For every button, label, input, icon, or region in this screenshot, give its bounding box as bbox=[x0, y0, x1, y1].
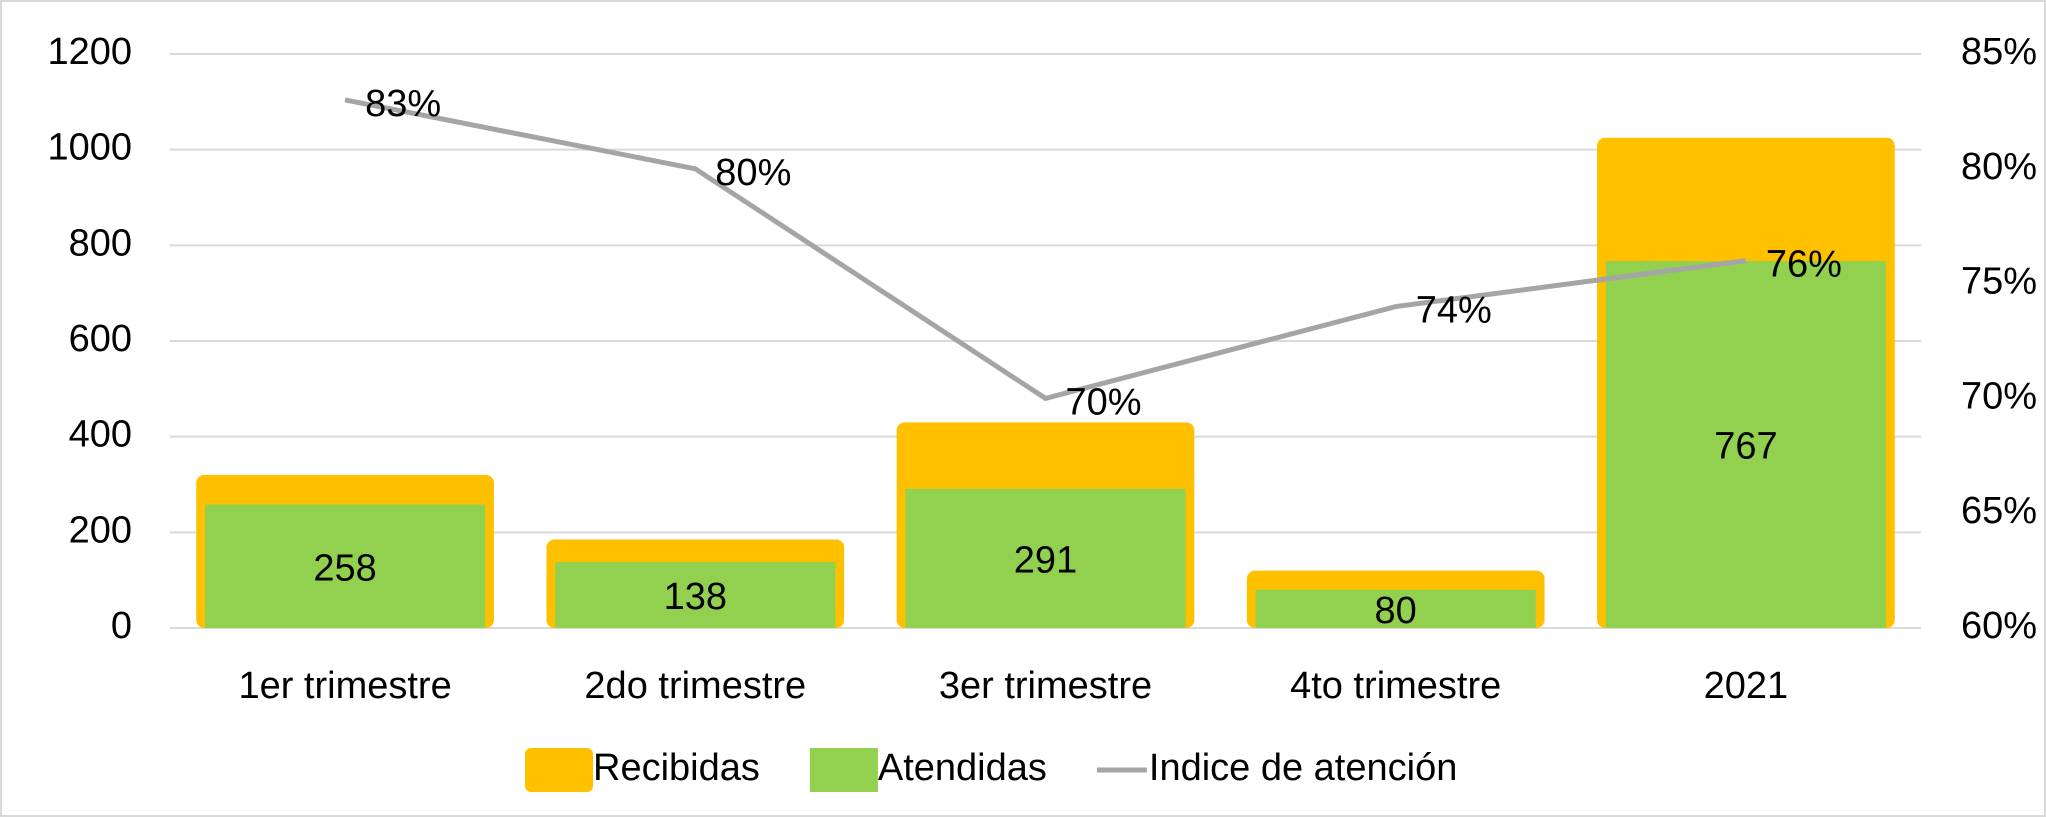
bar bbox=[555, 561, 836, 628]
y-tick-label: 1200 bbox=[47, 31, 132, 73]
y2-tick-label: 75% bbox=[1961, 261, 2037, 303]
data-label: 138 bbox=[664, 576, 727, 618]
data-label: 76% bbox=[1766, 244, 1842, 286]
data-label: 80 bbox=[1375, 590, 1417, 632]
x-tick-label: 2do trimestre bbox=[584, 665, 806, 707]
data-label: 291 bbox=[1014, 539, 1077, 581]
y-tick-label: 200 bbox=[69, 509, 132, 551]
data-label: 767 bbox=[1714, 426, 1777, 468]
y2-tick-label: 80% bbox=[1961, 146, 2037, 188]
data-label: 258 bbox=[313, 547, 376, 589]
legend-label: Recibidas bbox=[593, 747, 760, 789]
bar bbox=[905, 488, 1186, 628]
y-tick-label: 0 bbox=[111, 605, 132, 647]
y2-tick-label: 60% bbox=[1961, 605, 2037, 647]
y2-tick-label: 65% bbox=[1961, 490, 2037, 532]
y-tick-label: 400 bbox=[69, 414, 132, 456]
x-tick-label: 1er trimestre bbox=[238, 665, 451, 707]
bar bbox=[1605, 261, 1886, 628]
bar bbox=[1255, 589, 1536, 628]
data-label: 83% bbox=[365, 83, 441, 125]
legend-label: Indice de atención bbox=[1149, 747, 1457, 789]
y-tick-label: 600 bbox=[69, 318, 132, 360]
y-tick-label: 800 bbox=[69, 222, 132, 264]
x-tick-label: 2021 bbox=[1704, 665, 1789, 707]
y2-tick-label: 70% bbox=[1961, 375, 2037, 417]
x-tick-label: 3er trimestre bbox=[939, 665, 1152, 707]
x-tick-label: 4to trimestre bbox=[1290, 665, 1501, 707]
legend-label: Atendidas bbox=[878, 747, 1047, 789]
data-label: 74% bbox=[1416, 290, 1492, 332]
legend-swatch bbox=[525, 748, 593, 792]
bar bbox=[205, 504, 486, 628]
y-tick-label: 1000 bbox=[47, 127, 132, 169]
y2-tick-label: 85% bbox=[1961, 31, 2037, 73]
line bbox=[344, 97, 1747, 402]
legend-swatch bbox=[809, 748, 878, 792]
data-label: 70% bbox=[1066, 381, 1142, 423]
data-label: 80% bbox=[715, 152, 791, 194]
